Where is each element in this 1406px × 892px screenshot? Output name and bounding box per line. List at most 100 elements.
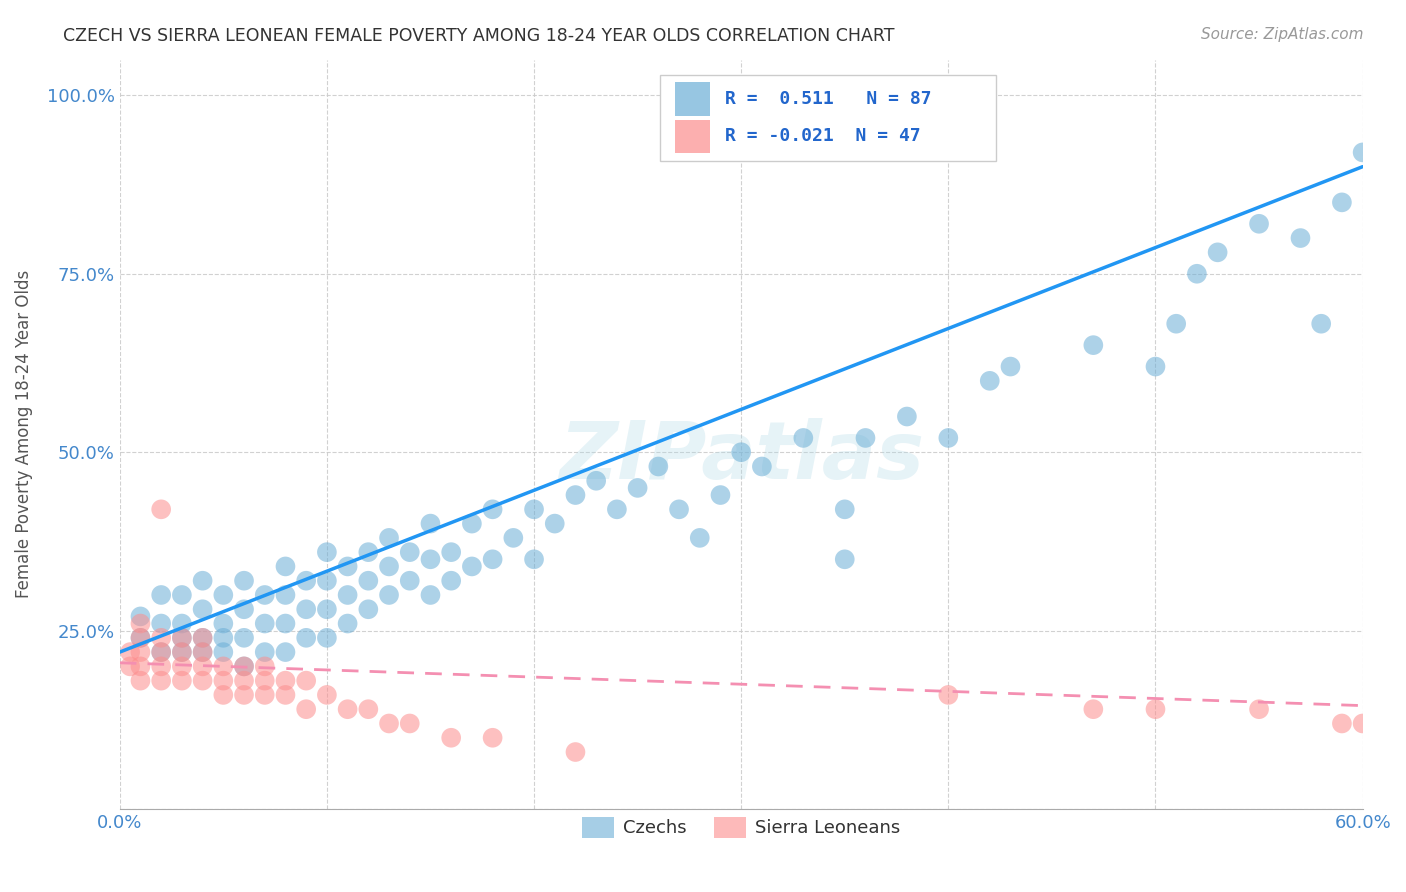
Point — [1185, 267, 1208, 281]
Point — [668, 502, 690, 516]
Point — [170, 631, 193, 645]
Point — [274, 673, 297, 688]
Point — [150, 616, 173, 631]
Point — [295, 702, 318, 716]
Legend: Czechs, Sierra Leoneans: Czechs, Sierra Leoneans — [575, 810, 908, 845]
Point — [253, 673, 276, 688]
Point — [730, 445, 752, 459]
Point — [129, 631, 152, 645]
Point — [834, 552, 856, 566]
Point — [316, 631, 339, 645]
Point — [336, 702, 359, 716]
Point — [129, 609, 152, 624]
Point — [585, 474, 607, 488]
Point — [191, 645, 214, 659]
Point — [357, 602, 380, 616]
Point — [1330, 195, 1353, 210]
Text: Source: ZipAtlas.com: Source: ZipAtlas.com — [1201, 27, 1364, 42]
Text: R = -0.021  N = 47: R = -0.021 N = 47 — [725, 127, 921, 145]
Point — [979, 374, 1001, 388]
Point — [129, 645, 152, 659]
Point — [481, 502, 503, 516]
Point — [419, 588, 441, 602]
Point — [191, 631, 214, 645]
Point — [295, 574, 318, 588]
Point — [357, 545, 380, 559]
Point — [606, 502, 628, 516]
Point — [398, 716, 420, 731]
Point — [544, 516, 567, 531]
Point — [233, 673, 256, 688]
Point — [274, 559, 297, 574]
Point — [170, 631, 193, 645]
Point — [1166, 317, 1188, 331]
Point — [1351, 145, 1374, 160]
Text: R =  0.511   N = 87: R = 0.511 N = 87 — [725, 89, 932, 108]
Point — [751, 459, 773, 474]
Point — [129, 616, 152, 631]
Point — [274, 688, 297, 702]
Point — [170, 616, 193, 631]
Point — [150, 645, 173, 659]
Point — [274, 645, 297, 659]
Point — [1351, 716, 1374, 731]
Point — [378, 559, 401, 574]
Point — [253, 616, 276, 631]
Point — [233, 574, 256, 588]
Point — [855, 431, 877, 445]
Point — [295, 631, 318, 645]
Point — [295, 673, 318, 688]
Point — [191, 631, 214, 645]
Point — [336, 616, 359, 631]
Point — [1206, 245, 1229, 260]
Point — [1144, 702, 1167, 716]
Point — [378, 531, 401, 545]
Text: ZIPatlas: ZIPatlas — [558, 417, 924, 496]
Point — [1083, 338, 1105, 352]
Point — [212, 616, 235, 631]
Point — [316, 688, 339, 702]
Point — [233, 602, 256, 616]
Point — [233, 659, 256, 673]
Point — [253, 688, 276, 702]
Point — [523, 552, 546, 566]
Point — [1083, 702, 1105, 716]
Point — [253, 588, 276, 602]
Point — [461, 559, 484, 574]
Point — [170, 659, 193, 673]
Point — [150, 502, 173, 516]
Text: CZECH VS SIERRA LEONEAN FEMALE POVERTY AMONG 18-24 YEAR OLDS CORRELATION CHART: CZECH VS SIERRA LEONEAN FEMALE POVERTY A… — [63, 27, 894, 45]
Point — [212, 659, 235, 673]
Point — [481, 552, 503, 566]
Point — [316, 574, 339, 588]
Point — [274, 588, 297, 602]
Point — [336, 559, 359, 574]
Point — [150, 673, 173, 688]
Point — [419, 516, 441, 531]
Point — [378, 716, 401, 731]
Point — [792, 431, 814, 445]
Point — [626, 481, 648, 495]
Point — [212, 673, 235, 688]
FancyBboxPatch shape — [675, 120, 710, 153]
Point — [191, 645, 214, 659]
Point — [120, 645, 142, 659]
Point — [1144, 359, 1167, 374]
Point — [398, 545, 420, 559]
Point — [170, 645, 193, 659]
Point — [523, 502, 546, 516]
Point — [564, 745, 586, 759]
Point — [191, 673, 214, 688]
Point — [170, 673, 193, 688]
FancyBboxPatch shape — [661, 75, 995, 161]
Point — [129, 673, 152, 688]
Point — [212, 588, 235, 602]
Y-axis label: Female Poverty Among 18-24 Year Olds: Female Poverty Among 18-24 Year Olds — [15, 270, 32, 599]
Point — [253, 645, 276, 659]
Point — [316, 602, 339, 616]
Point — [709, 488, 731, 502]
Point — [170, 645, 193, 659]
Point — [150, 659, 173, 673]
Point — [191, 602, 214, 616]
Point — [212, 688, 235, 702]
